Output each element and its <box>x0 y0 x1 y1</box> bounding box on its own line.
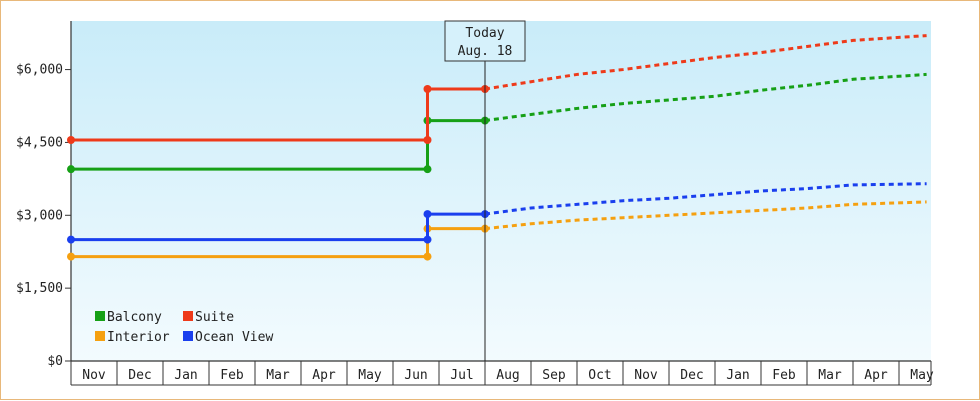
legend-swatch <box>183 331 193 341</box>
today-date: Aug. 18 <box>458 44 513 59</box>
legend: Balcony Suite Interior Ocean View <box>95 310 273 345</box>
data-point <box>423 136 432 144</box>
legend-item: Interior <box>95 330 170 345</box>
y-axis: $0 $1,500 $3,000 $4,500 $6,000 <box>16 21 72 369</box>
today-marker: Today Aug. 18 <box>444 20 526 361</box>
forecast-line <box>484 34 927 91</box>
legend-label: Balcony <box>107 310 162 325</box>
data-point <box>423 252 432 261</box>
legend-item: Balcony <box>95 310 162 325</box>
today-box <box>444 20 526 62</box>
y-tick-label: $6,000 <box>16 63 63 78</box>
series-line <box>71 119 485 171</box>
forecast-line <box>484 182 927 216</box>
legend-label: Ocean View <box>195 330 273 345</box>
series-suite <box>67 34 927 144</box>
month-label: Aug <box>496 368 519 383</box>
month-label: Feb <box>772 368 796 383</box>
month-label: Nov <box>82 368 106 383</box>
series-line <box>71 212 485 242</box>
series-line <box>71 87 485 142</box>
month-label: May <box>910 368 934 383</box>
data-point <box>67 252 75 261</box>
legend-item: Ocean View <box>183 330 273 345</box>
month-label: Jan <box>174 368 197 383</box>
month-label: Nov <box>634 368 658 383</box>
legend-swatch <box>183 311 193 321</box>
legend-swatch <box>95 311 105 321</box>
month-label: Mar <box>818 368 842 383</box>
data-point <box>67 136 75 144</box>
month-label: Dec <box>680 368 703 383</box>
month-label: Mar <box>266 368 290 383</box>
series-ocean-view <box>67 182 927 244</box>
data-point <box>67 165 75 174</box>
y-tick-label: $1,500 <box>16 281 63 296</box>
month-label: Apr <box>312 368 336 383</box>
month-label: Dec <box>128 368 151 383</box>
month-label: Jun <box>404 368 427 383</box>
series-layer <box>67 34 927 261</box>
x-axis: Nov Dec Jan Feb Mar Apr May Jun Jul Aug Sep Oct Nov D… <box>70 360 934 386</box>
month-label: Apr <box>864 368 888 383</box>
plot-background <box>71 21 931 361</box>
y-tick-label: $4,500 <box>16 135 63 150</box>
today-label: Today <box>465 26 504 41</box>
legend-item: Suite <box>183 310 234 325</box>
series-balcony <box>67 72 927 174</box>
month-label: Jan <box>726 368 749 383</box>
data-point <box>423 165 432 174</box>
month-label: Feb <box>220 368 244 383</box>
data-point <box>423 235 432 244</box>
legend-swatch <box>95 331 105 341</box>
month-label: Sep <box>542 368 566 383</box>
data-point <box>67 235 75 244</box>
forecast-line <box>484 200 927 231</box>
legend-label: Interior <box>107 330 170 345</box>
data-point <box>423 85 432 93</box>
legend-label: Suite <box>195 310 234 325</box>
month-label: Oct <box>588 368 611 383</box>
y-tick-label: $0 <box>47 354 63 369</box>
month-label: Jul <box>450 368 473 383</box>
forecast-line <box>484 72 927 123</box>
data-point <box>423 210 432 219</box>
month-label: May <box>358 368 382 383</box>
y-tick-label: $3,000 <box>16 208 63 223</box>
